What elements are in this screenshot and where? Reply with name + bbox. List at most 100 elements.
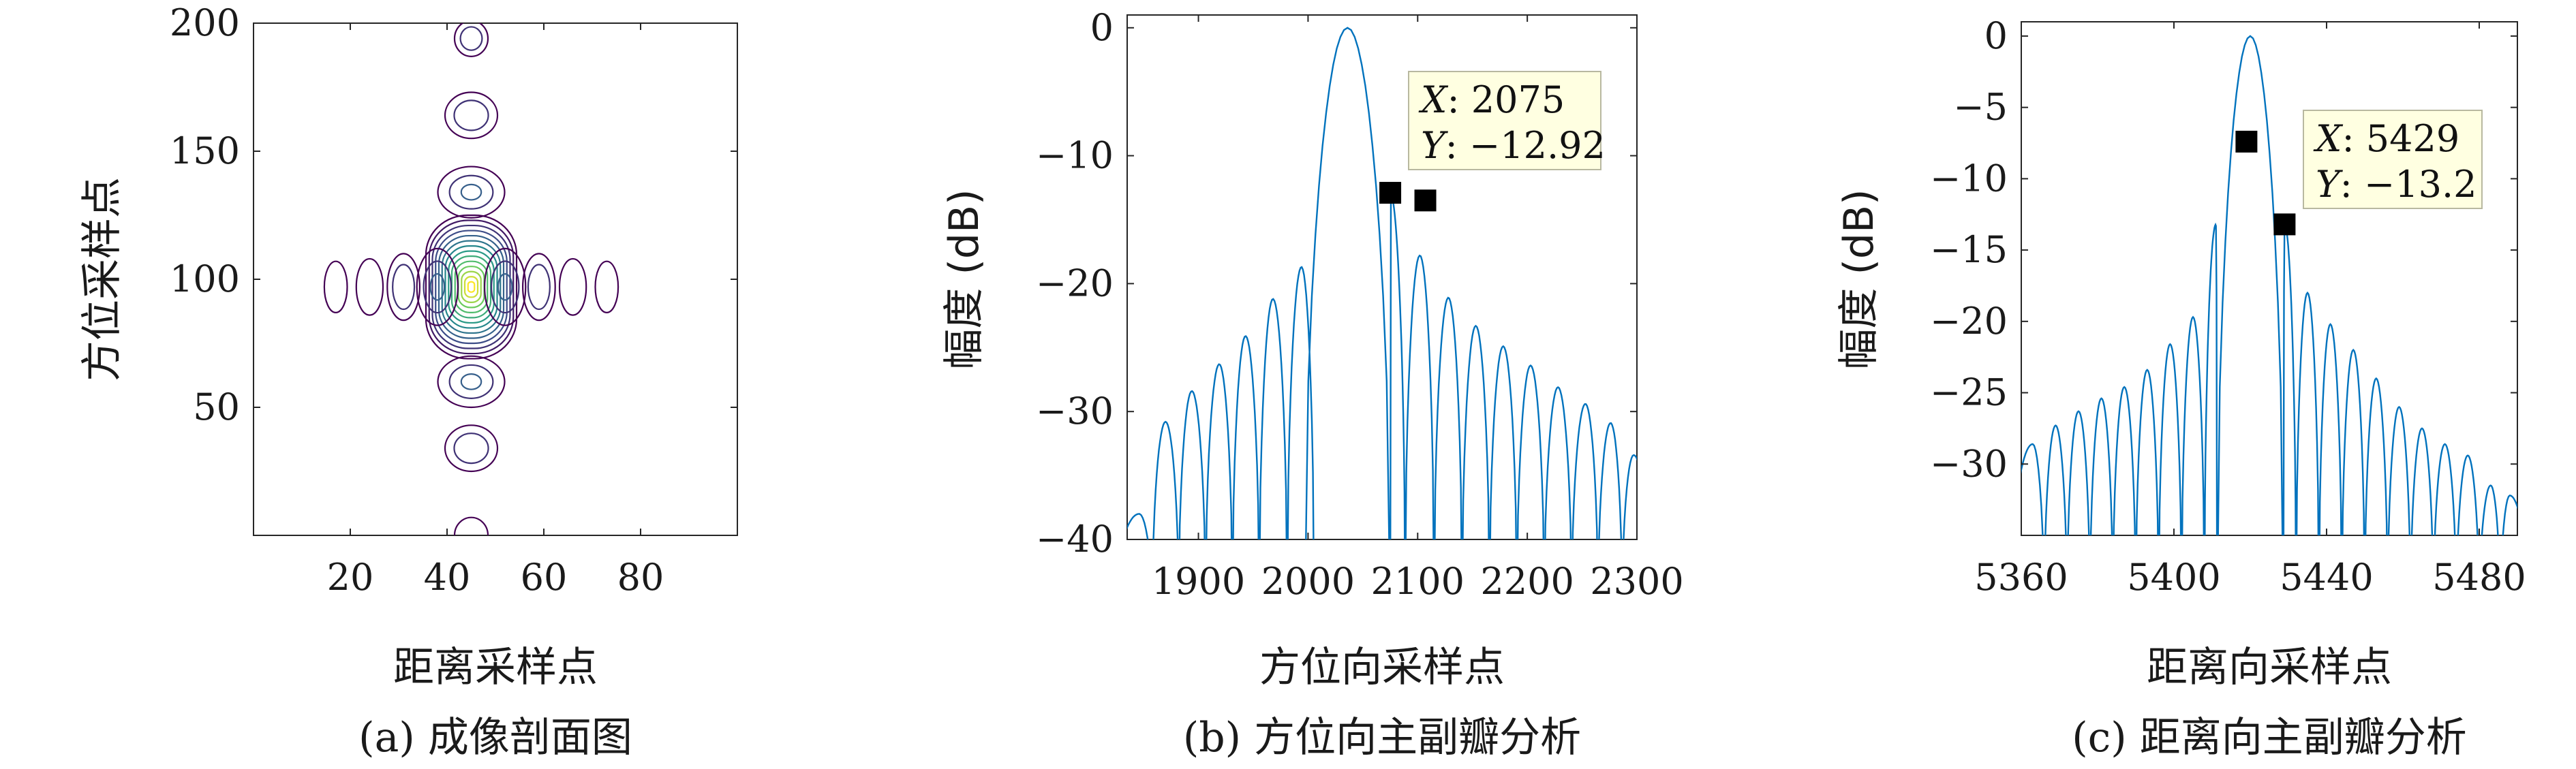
panel-a-xlabel: 距离采样点 — [393, 644, 598, 691]
azimuth-sidelobe-contour — [444, 91, 499, 140]
azimuth-sidelobe-contour — [444, 424, 499, 473]
panel-c-ytick-label: −5 — [1953, 86, 2008, 129]
panel-b-xtick-label: 1900 — [1152, 560, 1245, 603]
panel-b-ticks: 1900 2000 2100 2200 2300 0 −10 −20 −30 −40 — [1036, 6, 1684, 603]
main-lobe-contour — [441, 240, 502, 334]
main-lobe-contour — [425, 214, 518, 360]
azimuth-response-line — [1127, 27, 1637, 539]
svg-text:X: 5429: X: 5429 — [2313, 117, 2459, 160]
range-response-line — [2021, 35, 2517, 535]
panel-a-ylabel: 方位采样点 — [78, 177, 126, 381]
panel-c-ticks: 5360 5400 5440 5480 0 −5 −10 −15 −20 −25 −30 — [1930, 14, 2526, 599]
panel-b-datatip-y-value: : −12.92 — [1445, 124, 1606, 167]
panel-b-datatip: X: 2075 Y: −12.92 — [1408, 71, 1606, 170]
range-sidelobe-contour — [527, 264, 551, 311]
svg-text:X: 2075: X: 2075 — [1418, 78, 1565, 121]
panel-c-datatip-marker — [2235, 130, 2258, 153]
range-sidelobe-contour — [429, 273, 446, 301]
azimuth-sidelobe-contour — [453, 23, 489, 57]
panel-c-datatip-box — [2303, 110, 2483, 209]
azimuth-sidelobe-contour — [437, 355, 506, 409]
panel-b-xlabel: 方位向采样点 — [1259, 644, 1505, 691]
panel-b-datatip-x-name: X — [1418, 78, 1449, 121]
range-sidelobe-contour — [594, 260, 619, 313]
range-sidelobe-contour — [522, 253, 556, 321]
panel-b-datatip-box — [1408, 71, 1601, 170]
panel-c-datatip-marker — [2273, 213, 2296, 236]
panel-b-datatip-x-value: : 2075 — [1447, 78, 1565, 121]
panel-b-ytick-label: −10 — [1036, 134, 1114, 177]
panel-b-xtick-label: 2100 — [1371, 560, 1465, 603]
panel-c-datatip-x-name: X — [2313, 117, 2344, 160]
panel-c-xtick-label: 5480 — [2432, 556, 2526, 599]
panel-c-xtick-label: 5400 — [2127, 556, 2220, 599]
main-lobe-contour — [463, 276, 479, 298]
panel-c-datatip-y-name: Y — [2316, 163, 2343, 206]
range-sidelobe-contour — [416, 247, 459, 326]
panel-c-xtick-label: 5360 — [1974, 556, 2068, 599]
panel-b-ytick-label: −40 — [1036, 518, 1114, 561]
panel-c-datatip-y-value: : −13.2 — [2340, 163, 2477, 206]
panel-c-ytick-label: −20 — [1930, 300, 2008, 343]
range-sidelobe-contour — [323, 260, 348, 313]
main-lobe-contour — [435, 230, 508, 345]
panel-b-ylabel: 幅度 (dB) — [940, 189, 988, 369]
azimuth-sidelobe-contour — [460, 373, 482, 390]
panel-b-datatip-y-name: Y — [1421, 124, 1448, 167]
range-sidelobe-contour — [497, 273, 513, 301]
panel-b-axes-box — [1126, 14, 1638, 540]
azimuth-sidelobe-contour — [453, 516, 489, 535]
main-lobe-contour — [428, 219, 515, 355]
panel-c-ytick-label: −15 — [1930, 228, 2008, 271]
panel-a-ytick-label: 100 — [170, 257, 240, 300]
panel-b-caption: (b) 方位向主副瓣分析 — [1183, 714, 1581, 762]
panel-c-datatip-markers — [2235, 130, 2296, 236]
range-sidelobe-contour — [355, 257, 384, 316]
panel-c-ylabel: 幅度 (dB) — [1835, 189, 1883, 369]
range-sidelobe-contour — [392, 264, 416, 311]
panel-c-datatip-x-value: : 5429 — [2342, 117, 2459, 160]
panel-b-datatip-markers — [1379, 182, 1437, 212]
panel-c-range-lobe-plot: X: 5429 Y: −13.2 5360 5400 5440 5480 0 −5 −10 −… — [1835, 14, 2526, 762]
panel-a-xtick-label: 40 — [424, 556, 471, 599]
panel-a-xtick-label: 20 — [327, 556, 374, 599]
panel-b-datatip-marker — [1379, 182, 1402, 204]
panel-b-azimuth-lobe-plot: X: 2075 Y: −12.92 1900 2000 2100 2200 2300 0 −… — [940, 6, 1684, 762]
panel-c-ytick-label: 0 — [1984, 14, 2008, 57]
contour-lines — [323, 23, 619, 535]
panel-c-caption: (c) 距离向主副瓣分析 — [2072, 714, 2467, 762]
panel-c-xtick-label: 5440 — [2280, 556, 2373, 599]
panel-c-ytick-label: −25 — [1930, 371, 2008, 414]
panel-c-datatip: X: 5429 Y: −13.2 — [2303, 110, 2483, 209]
azimuth-sidelobe-contour — [437, 166, 506, 219]
panel-a-xtick-label: 80 — [617, 556, 664, 599]
main-lobe-contour — [444, 245, 498, 329]
panel-b-xtick-label: 2300 — [1590, 560, 1683, 603]
main-lobe-contour — [461, 270, 482, 303]
range-sidelobe-contour — [484, 247, 527, 326]
panel-a-caption: (a) 成像剖面图 — [358, 714, 632, 762]
panel-b-xtick-label: 2200 — [1480, 560, 1574, 603]
main-lobe-contour — [438, 234, 505, 339]
azimuth-sidelobe-contour — [448, 364, 494, 399]
panel-b-xtick-label: 2000 — [1261, 560, 1355, 603]
azimuth-sidelobe-contour — [453, 433, 489, 465]
panel-a-ytick-label: 50 — [193, 386, 240, 428]
panel-a-ytick-label: 150 — [170, 129, 240, 172]
main-lobe-contour — [448, 250, 495, 324]
panel-b-ytick-label: 0 — [1090, 6, 1114, 49]
panel-a-contour-plot: 20 40 60 80 50 100 150 200 距离采样点 方位采样点 (a) 成像剖面… — [78, 1, 738, 762]
azimuth-sidelobe-contour — [453, 99, 489, 131]
range-sidelobe-contour — [423, 260, 453, 314]
panel-c-xlabel: 距离向采样点 — [2147, 644, 2392, 691]
main-lobe-contour — [467, 281, 476, 293]
svg-text:Y: −12.92: Y: −12.92 — [1421, 124, 1606, 167]
panel-b-ytick-label: −30 — [1036, 390, 1114, 433]
panel-a-ticks: 20 40 60 80 50 100 150 200 — [170, 1, 737, 599]
panel-a-ytick-label: 200 — [170, 1, 240, 44]
range-sidelobe-contour — [386, 253, 420, 321]
main-lobe-contour — [431, 224, 511, 349]
azimuth-sidelobe-contour — [459, 26, 483, 51]
panel-b-ytick-label: −20 — [1036, 262, 1114, 304]
